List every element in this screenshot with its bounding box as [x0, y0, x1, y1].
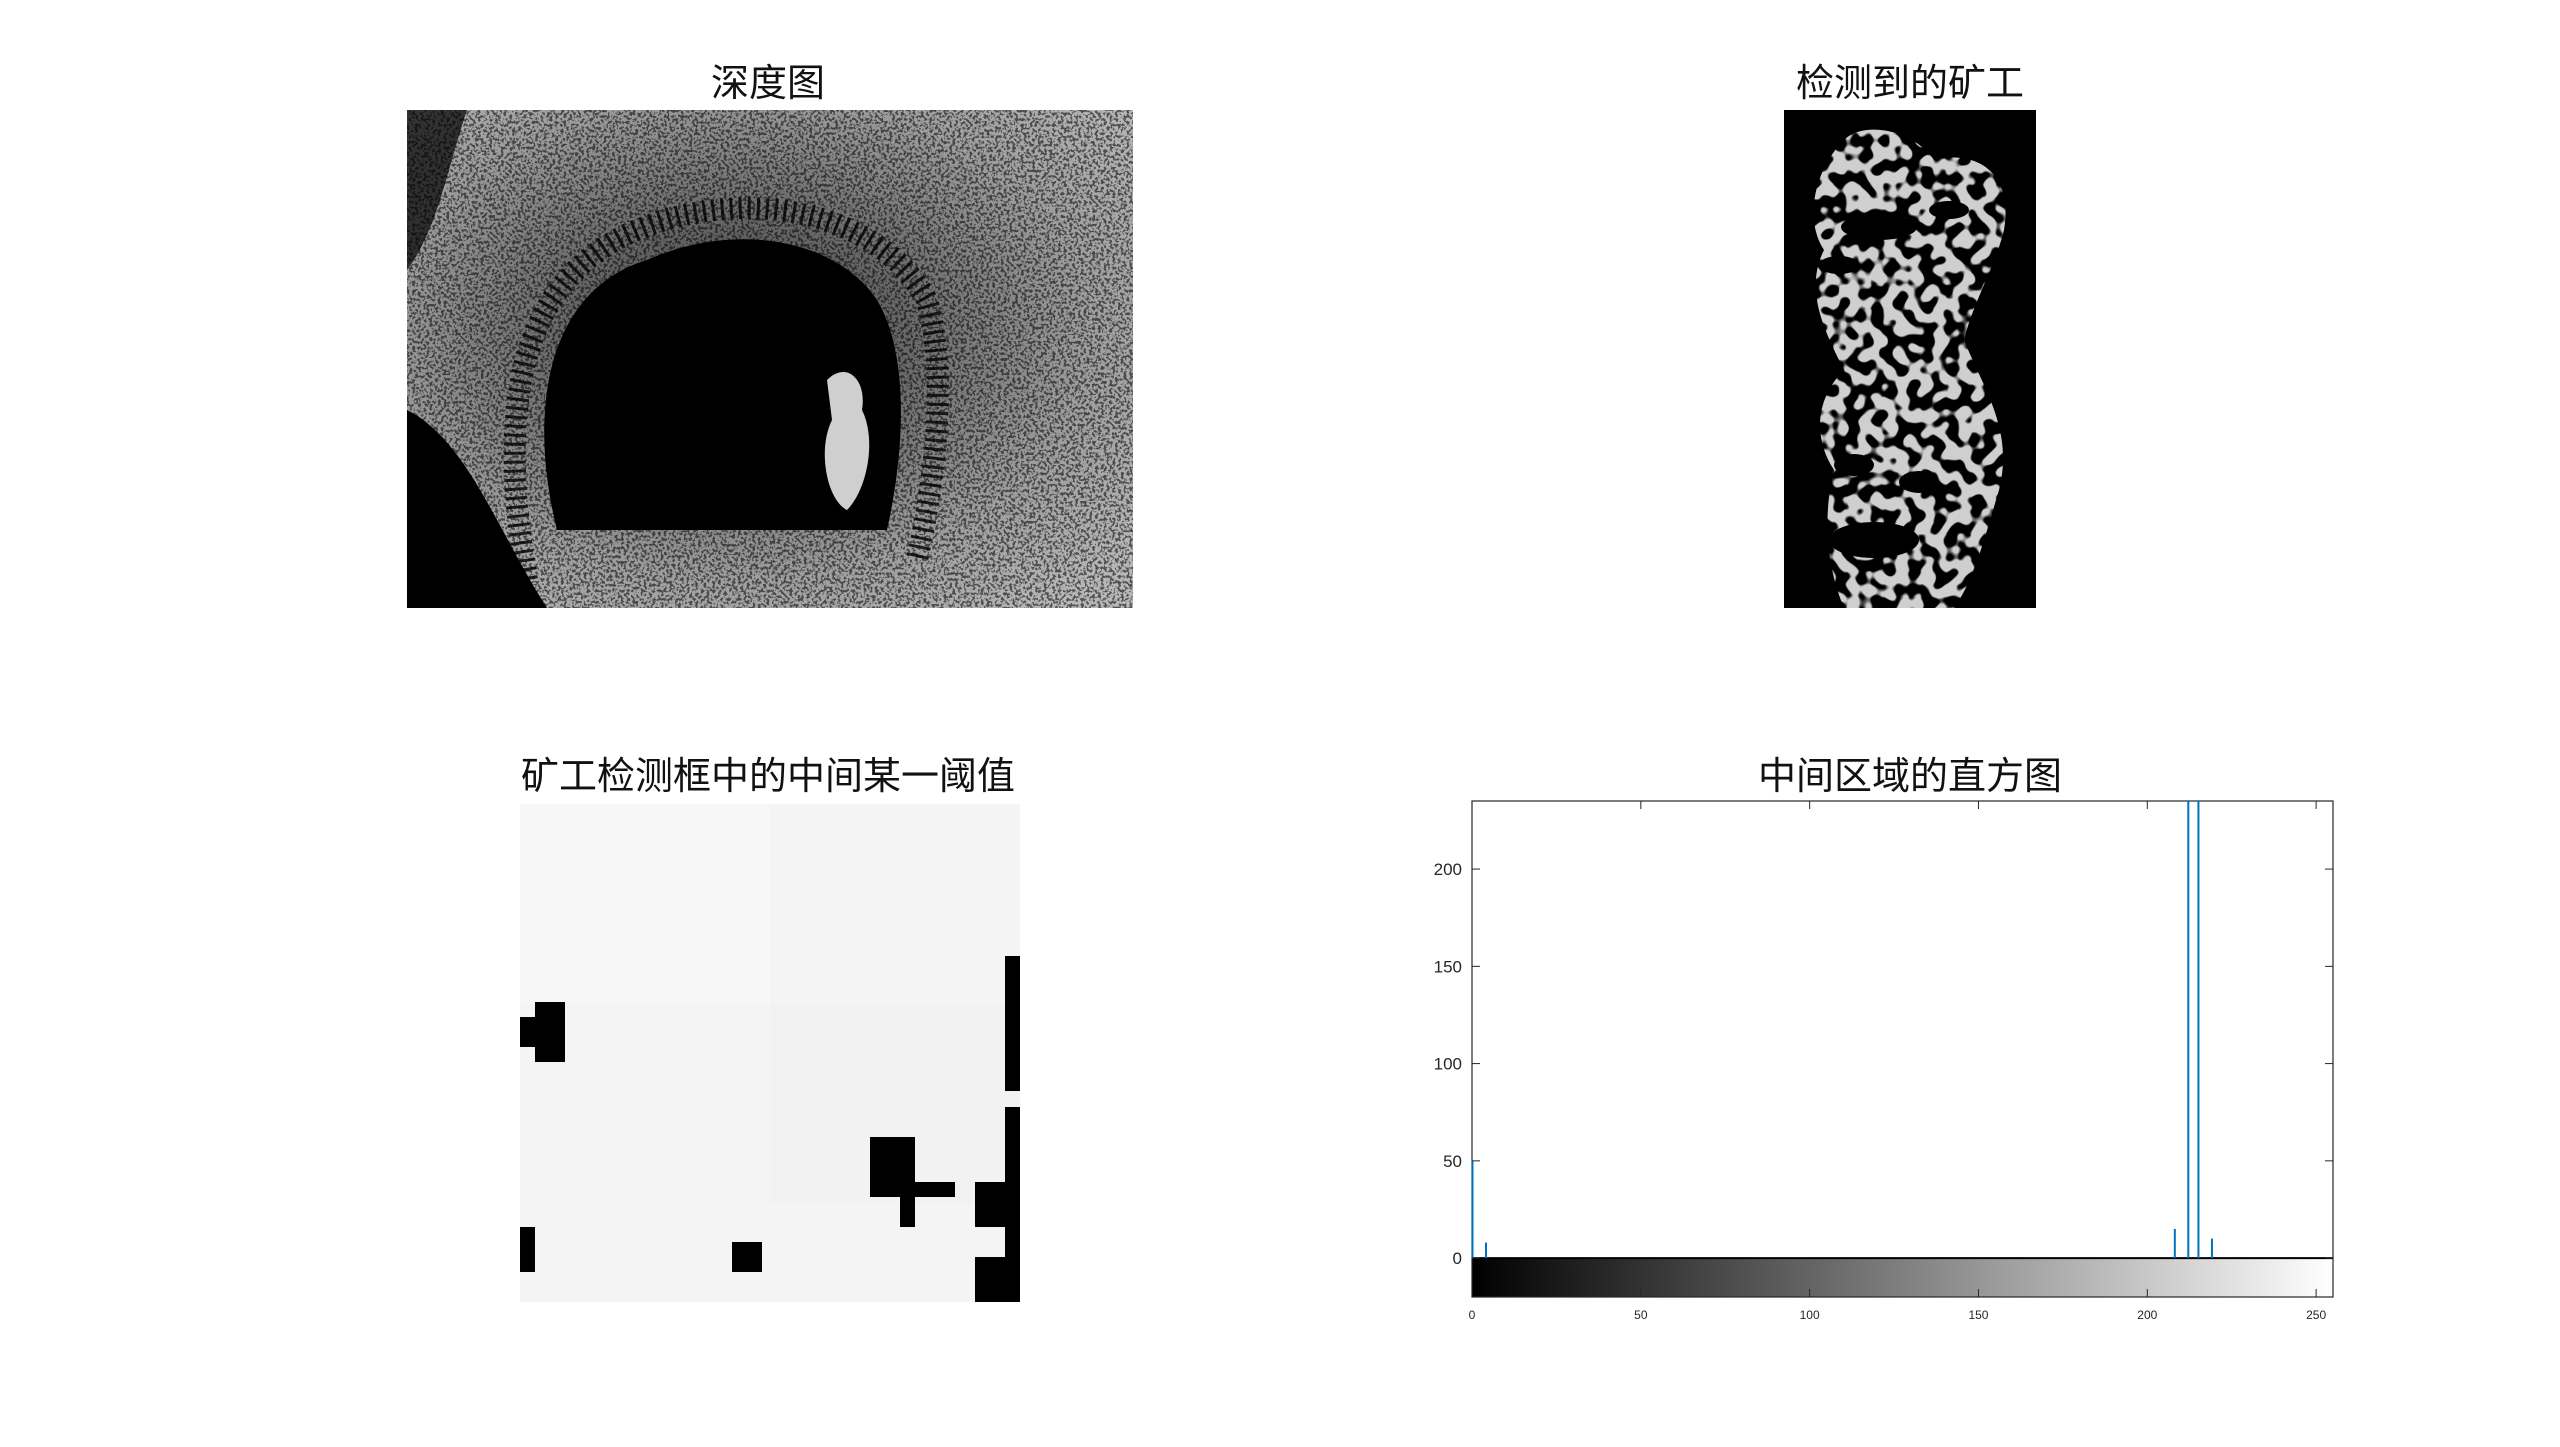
panel-title-histogram: 中间区域的直方图: [1757, 754, 2063, 798]
panel-title-depth: 深度图: [710, 61, 826, 105]
x-tick-label: 50: [1634, 1308, 1648, 1322]
y-tick-label: 0: [1453, 1249, 1462, 1268]
histogram-svg: 0 50 100 150 200 0 50 100 150 200 250: [1434, 800, 2334, 1322]
histogram-chart: 0 50 100 150 200 0 50 100 150 200 250: [1420, 790, 2380, 1350]
threshold-image: [520, 804, 1020, 1302]
detected-miner-image: [1784, 110, 2036, 608]
y-tick-label: 50: [1443, 1152, 1462, 1171]
x-tick-label: 150: [1968, 1308, 1988, 1322]
depth-image: [407, 110, 1133, 608]
y-tick-label: 200: [1434, 860, 1462, 879]
histogram-axes-box: [1471, 800, 2334, 1298]
panel-title-threshold: 矿工检测框中的中间某一阈值: [520, 754, 1016, 798]
x-tick-label: 100: [1800, 1308, 1820, 1322]
x-tick-label: 200: [2137, 1308, 2157, 1322]
y-tick-label: 150: [1434, 957, 1462, 976]
panel-title-detected-miner: 检测到的矿工: [1795, 61, 2025, 105]
x-tick-label: 0: [1469, 1308, 1476, 1322]
histogram-colorbar: [1472, 1258, 2333, 1297]
x-tick-label: 250: [2306, 1308, 2326, 1322]
y-tick-label: 100: [1434, 1055, 1462, 1074]
